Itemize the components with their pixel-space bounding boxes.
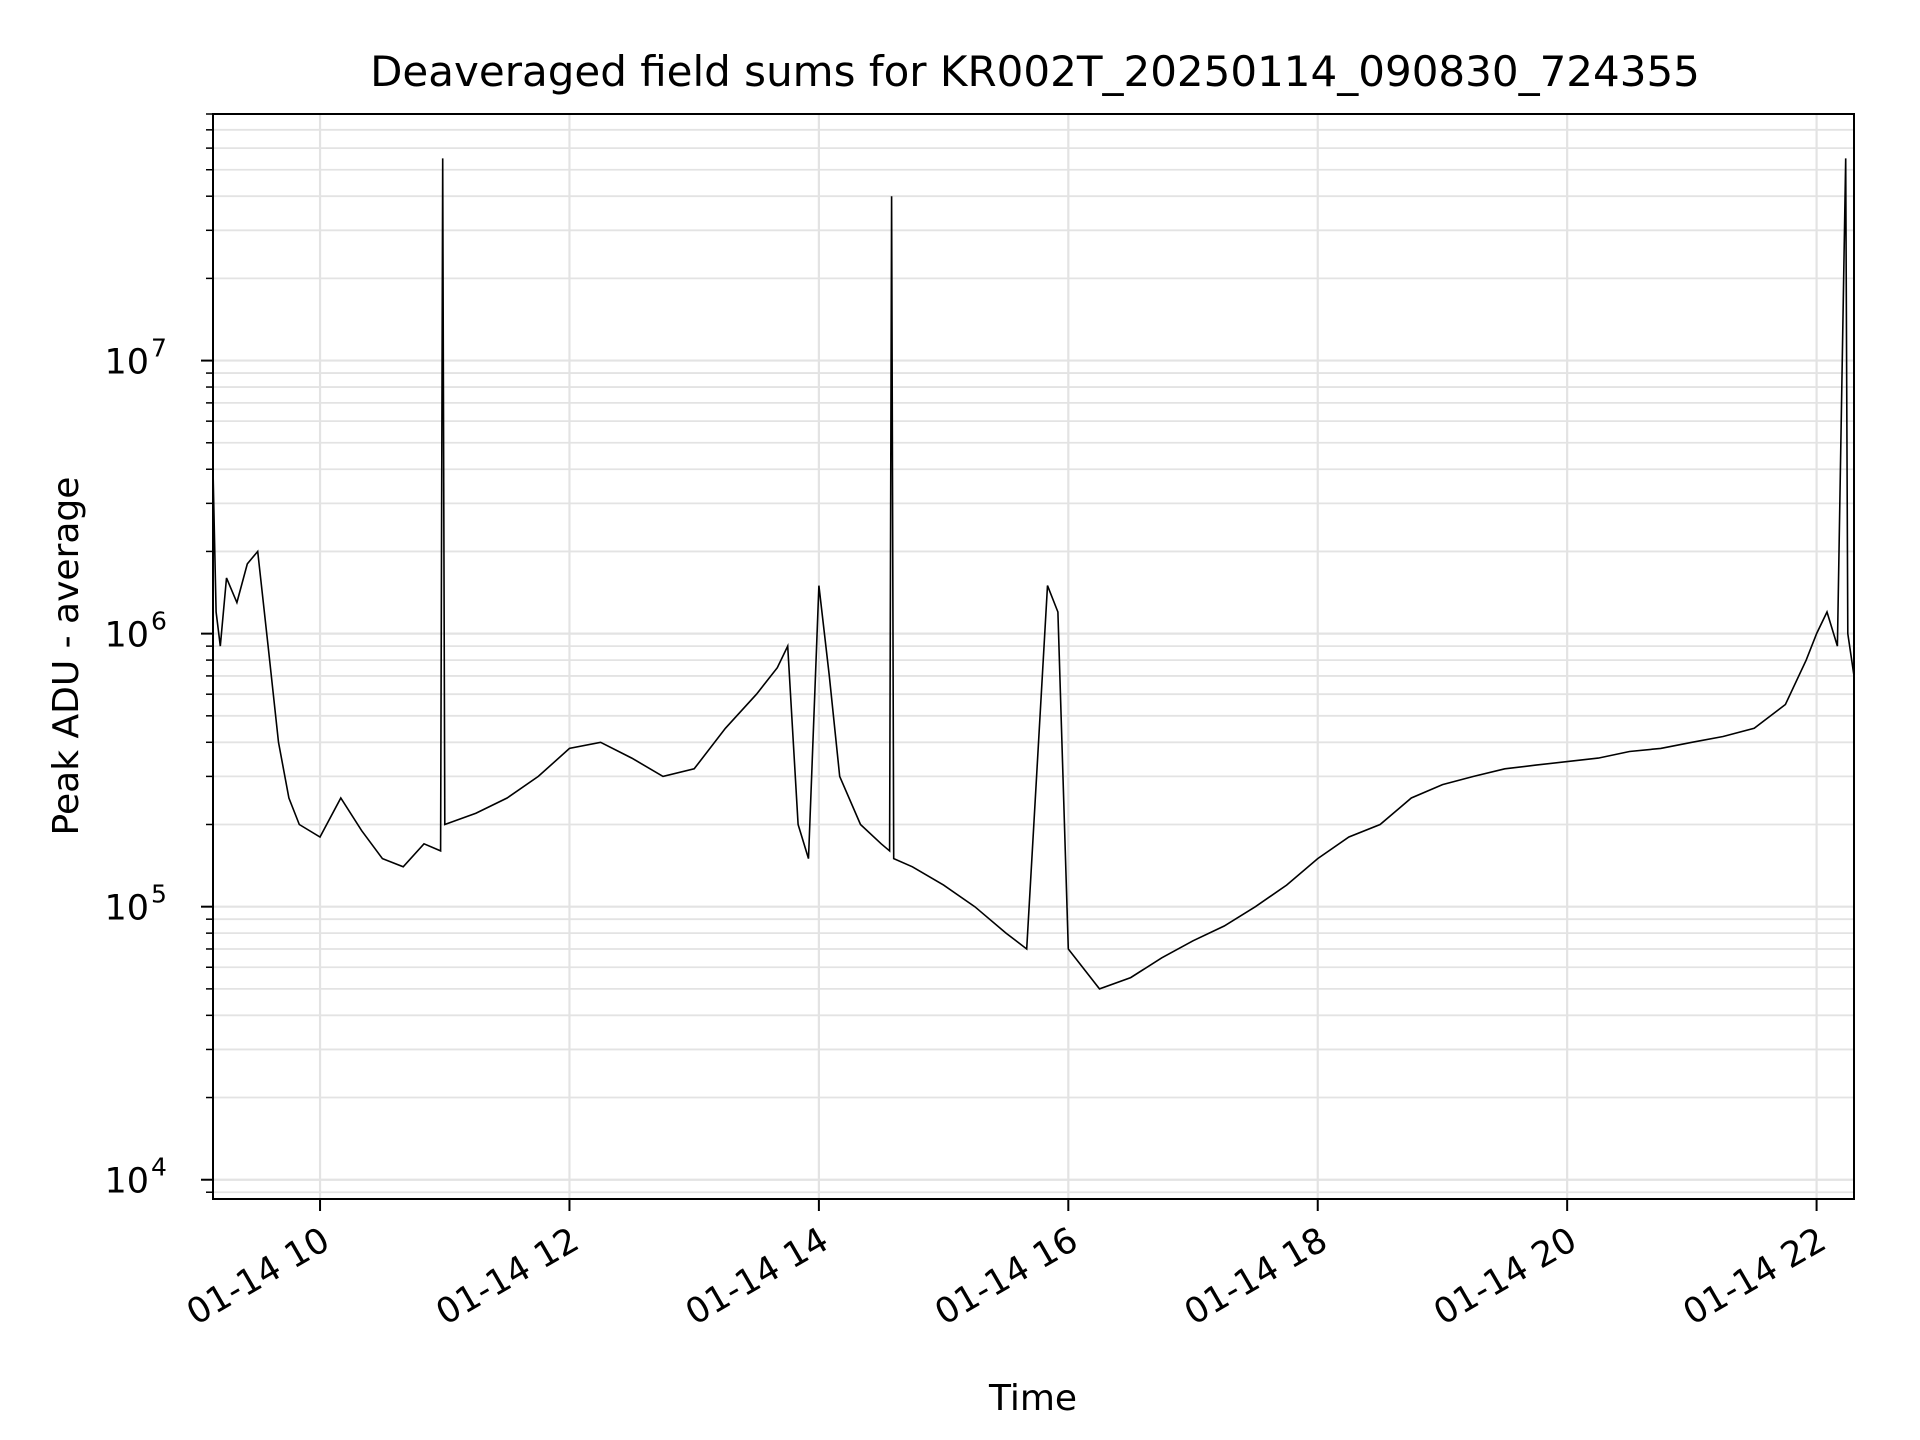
y-tick-exponent: 6 (151, 607, 167, 636)
y-tick-label: 10 (104, 616, 149, 656)
y-tick-base: 10 (104, 1162, 149, 1202)
x-axis-label: Time (988, 1378, 1077, 1419)
y-tick-label: 10 (104, 343, 149, 383)
y-tick-label: 10 (104, 1162, 149, 1202)
grid (213, 113, 1854, 1199)
y-tick-label: 10 (104, 889, 149, 929)
y-tick-base: 10 (104, 616, 149, 656)
y-tick-base: 10 (104, 343, 149, 383)
series-line (212, 158, 1855, 990)
series-layer (212, 158, 1855, 990)
y-tick-base: 10 (104, 889, 149, 929)
y-tick-exponent: 7 (151, 334, 167, 363)
y-axis-label: Peak ADU - average (46, 477, 87, 836)
y-tick-exponent: 4 (151, 1153, 167, 1182)
chart-title: Deaveraged field sums for KR002T_2025011… (370, 47, 1700, 96)
plot-frame (212, 113, 1855, 1200)
y-tick-exponent: 5 (151, 880, 167, 909)
